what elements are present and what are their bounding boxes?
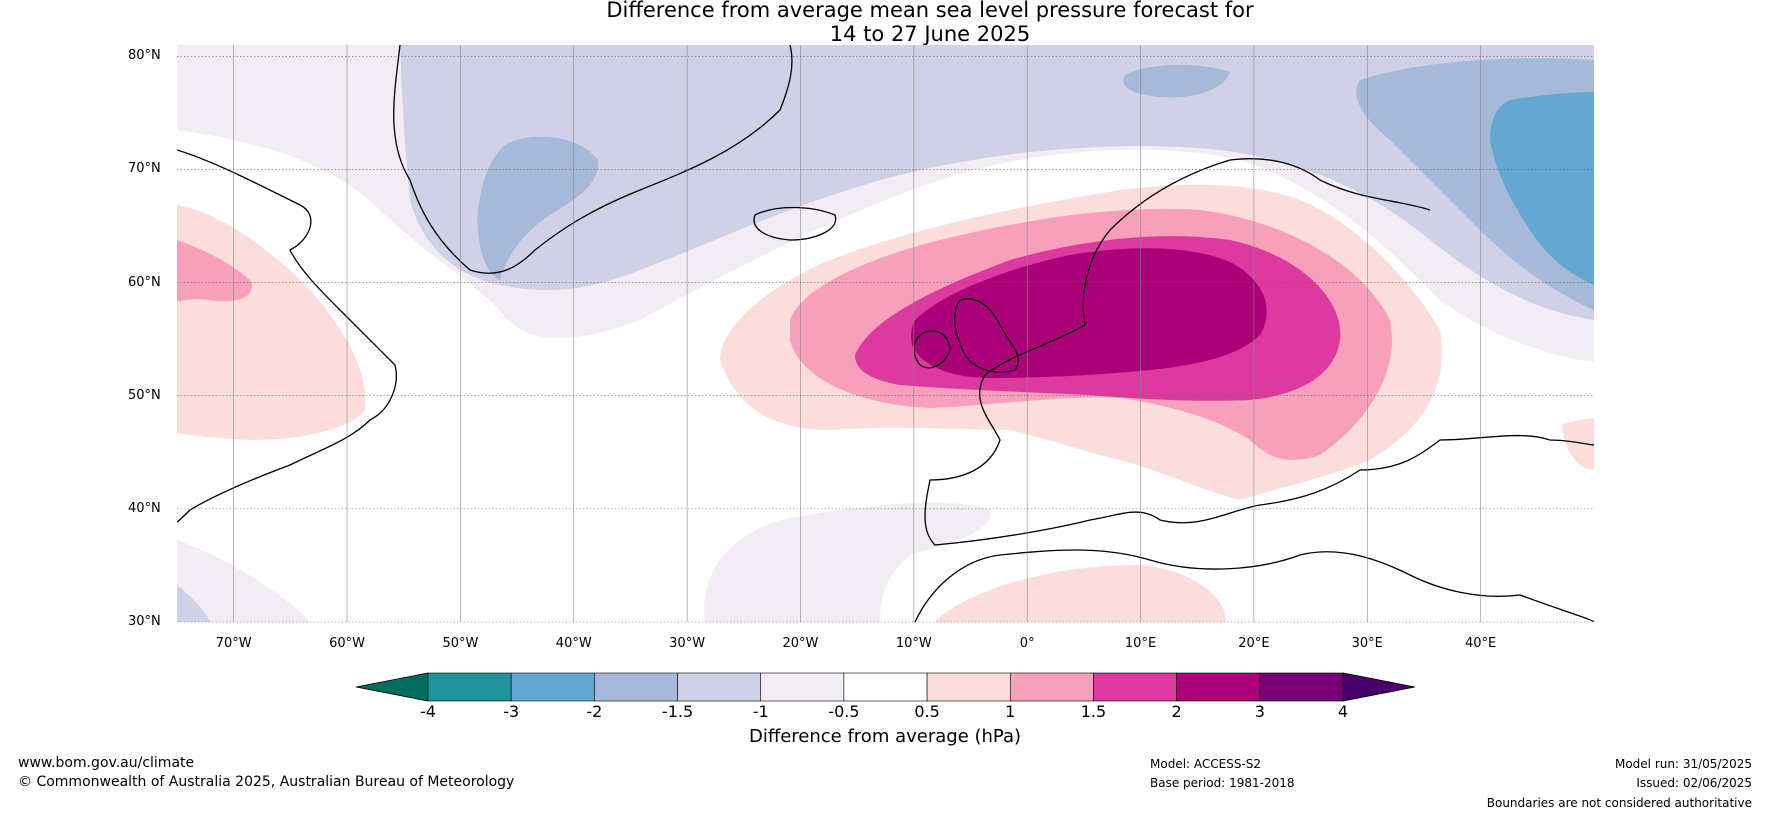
colorbar-over-arrow — [1342, 672, 1416, 702]
colorbar-box — [1259, 672, 1344, 702]
colorbar-tick-label: -4 — [420, 702, 436, 721]
africa-coast — [914, 549, 1594, 622]
negative-anomaly-lightest-south — [704, 502, 991, 622]
longitude-label: 60°W — [329, 636, 365, 651]
colorbar-tick-label: 1 — [1005, 702, 1016, 721]
colorbar-under-arrow — [355, 672, 429, 702]
model-run-text: Model run: 31/05/2025 — [1614, 757, 1752, 771]
latitude-label: 70°N — [128, 161, 161, 177]
disclaimer-text: Boundaries are not considered authoritat… — [1486, 796, 1752, 810]
positive-anomaly-light-africa — [935, 565, 1226, 622]
colorbar-tick-label: -1 — [752, 702, 769, 721]
latitude-label: 60°N — [128, 274, 161, 290]
longitude-label: 30°E — [1351, 636, 1383, 651]
colorbar-tick-label: -2 — [586, 702, 603, 721]
positive-anomaly-pink-labrador — [177, 240, 252, 302]
canada-coast — [177, 149, 397, 523]
colorbar-label: Difference from average (hPa) — [748, 726, 1022, 747]
colorbar-box — [760, 672, 845, 702]
colorbar-tick-label: -0.5 — [828, 702, 860, 721]
colorbar-box — [1093, 672, 1177, 702]
longitude-label: 30°W — [669, 636, 706, 651]
latitude-label: 40°N — [128, 500, 161, 516]
greenland-coast — [393, 45, 793, 274]
colorbar-box — [1176, 672, 1261, 702]
longitude-label: 10°W — [895, 636, 932, 651]
longitude-label: 40°W — [555, 636, 592, 651]
uk-coast — [953, 298, 1019, 373]
colorbar-tick-label: 2 — [1171, 702, 1182, 721]
longitude-label: 40°E — [1464, 636, 1497, 651]
longitude-label: 0° — [1019, 636, 1035, 651]
latitude-label: 50°N — [128, 387, 161, 403]
latitude-label: 30°N — [128, 614, 161, 629]
scandinavia-coast — [1082, 158, 1431, 326]
longitude-label: 70°W — [215, 636, 252, 651]
longitude-label: 20°E — [1238, 636, 1270, 651]
negative-anomaly-lightest-southwest — [177, 540, 310, 622]
colorbar-box — [843, 672, 928, 702]
colorbar-tick-label: 3 — [1254, 702, 1265, 721]
anomaly-map — [177, 45, 1594, 623]
colorbar-box — [1009, 672, 1094, 702]
longitude-label: 50°W — [442, 636, 479, 651]
issued-text: Issued: 02/06/2025 — [1636, 776, 1752, 790]
website-link[interactable]: www.bom.gov.au/climate — [18, 755, 195, 771]
europe-coast — [924, 324, 1594, 546]
colorbar-box — [677, 672, 762, 702]
colorbar-tick-label: 4 — [1337, 702, 1349, 721]
graticule — [177, 45, 1594, 623]
colorbar — [355, 672, 1416, 702]
map-title: Difference from average mean sea level p… — [0, 0, 1770, 46]
iceland-coast — [753, 206, 837, 241]
colorbar-box — [926, 672, 1011, 702]
colorbar-tick-label: 0.5 — [914, 702, 940, 721]
title-line-2: 14 to 27 June 2025 — [829, 22, 1031, 46]
coastlines — [177, 45, 1594, 622]
colorbar-box — [594, 672, 678, 702]
latitude-label: 80°N — [128, 48, 161, 64]
copyright-text: © Commonwealth of Australia 2025, Austra… — [18, 774, 515, 790]
negative-anomaly-light — [400, 45, 1594, 320]
negative-anomaly-mid-greenland — [477, 136, 599, 280]
base-period-text: Base period: 1981-2018 — [1150, 776, 1295, 790]
colorbar-box — [510, 672, 595, 702]
colorbar-box — [427, 672, 512, 702]
positive-anomaly-strong — [911, 248, 1267, 378]
negative-anomaly-strong-east — [1490, 92, 1594, 285]
colorbar-boxes — [355, 672, 1416, 702]
colorbar-tick-label: -3 — [503, 702, 520, 721]
longitude-label: 10°E — [1124, 636, 1157, 651]
longitude-label: 20°W — [782, 636, 819, 651]
positive-anomaly-light-caspian — [1562, 418, 1594, 470]
negative-anomaly-light-sw — [177, 585, 210, 622]
title-line-1: Difference from average mean sea level p… — [606, 0, 1254, 22]
negative-anomaly-mid-svalbard — [1123, 64, 1230, 98]
model-text: Model: ACCESS-S2 — [1150, 757, 1262, 771]
colorbar-tick-label: -1.5 — [661, 702, 694, 721]
colorbar-tick-label: 1.5 — [1080, 702, 1107, 721]
